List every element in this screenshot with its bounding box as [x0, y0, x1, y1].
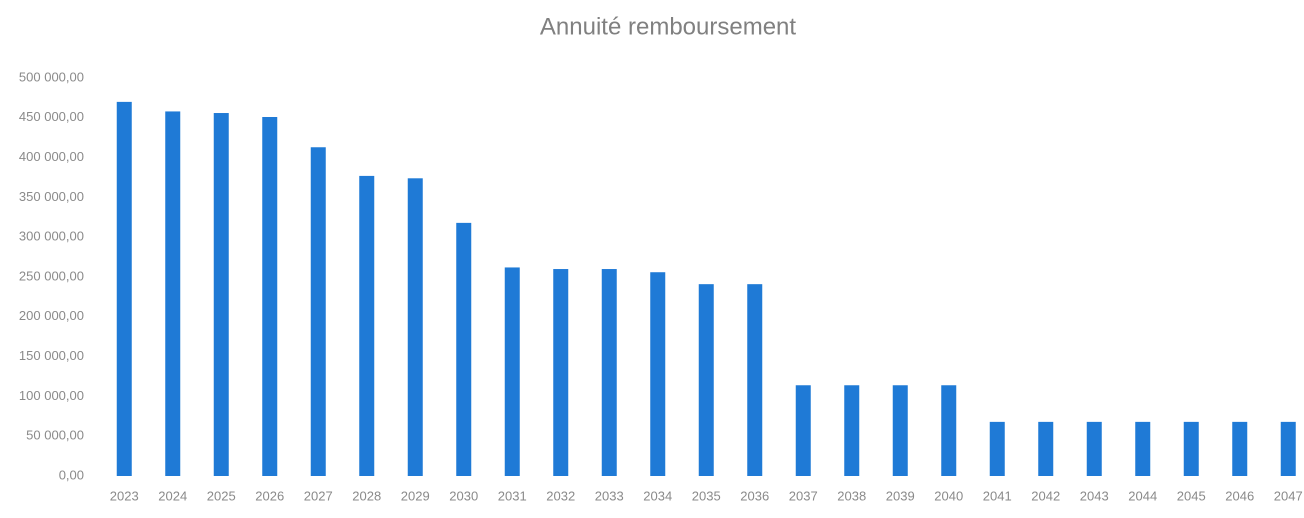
bar	[941, 385, 957, 476]
x-tick-label: 2044	[1128, 488, 1157, 503]
x-tick-label: 2043	[1080, 488, 1109, 503]
x-tick-label: 2034	[643, 488, 672, 503]
x-tick-label: 2042	[1031, 488, 1060, 503]
x-tick-label: 2033	[595, 488, 624, 503]
bar	[1232, 421, 1248, 476]
bar	[698, 284, 714, 476]
x-tick-label: 2029	[401, 488, 430, 503]
bar	[1135, 421, 1151, 476]
y-tick-label: 300 000,00	[19, 229, 84, 244]
x-tick-label: 2026	[255, 488, 284, 503]
x-tick-label: 2031	[498, 488, 527, 503]
bar	[1086, 421, 1102, 476]
bar	[553, 269, 569, 476]
y-tick-label: 500 000,00	[19, 69, 84, 84]
x-tick-label: 2025	[207, 488, 236, 503]
bar	[456, 222, 472, 476]
x-tick-label: 2040	[934, 488, 963, 503]
bar	[989, 421, 1005, 476]
bar	[892, 385, 908, 476]
bar	[116, 101, 132, 476]
x-tick-label: 2039	[886, 488, 915, 503]
y-tick-label: 100 000,00	[19, 388, 84, 403]
bar	[747, 284, 763, 476]
x-tick-label: 2041	[983, 488, 1012, 503]
bar	[844, 385, 860, 476]
bar	[310, 147, 326, 476]
x-tick-label: 2030	[449, 488, 478, 503]
x-tick-label: 2038	[837, 488, 866, 503]
x-tick-label: 2047	[1274, 488, 1303, 503]
y-tick-label: 150 000,00	[19, 348, 84, 363]
bar	[213, 113, 229, 477]
bar	[407, 178, 423, 476]
y-tick-label: 50 000,00	[26, 428, 84, 443]
y-tick-label: 250 000,00	[19, 268, 84, 283]
x-tick-label: 2037	[789, 488, 818, 503]
y-tick-label: 200 000,00	[19, 308, 84, 323]
x-tick-label: 2046	[1225, 488, 1254, 503]
bar	[262, 117, 278, 476]
x-tick-label: 2036	[740, 488, 769, 503]
bar	[601, 269, 617, 476]
bar	[1183, 421, 1199, 476]
y-tick-label: 450 000,00	[19, 109, 84, 124]
bar	[359, 175, 375, 476]
y-tick-label: 350 000,00	[19, 189, 84, 204]
x-tick-label: 2023	[110, 488, 139, 503]
x-tick-label: 2045	[1177, 488, 1206, 503]
bar	[795, 385, 811, 476]
x-tick-label: 2035	[692, 488, 721, 503]
bar	[165, 111, 181, 476]
bar	[1038, 421, 1054, 476]
bar	[504, 267, 520, 476]
x-tick-label: 2027	[304, 488, 333, 503]
x-tick-label: 2032	[546, 488, 575, 503]
bar	[650, 272, 666, 476]
bar	[1280, 421, 1296, 476]
x-tick-label: 2028	[352, 488, 381, 503]
y-tick-label: 400 000,00	[19, 149, 84, 164]
chart-title: Annuité remboursement	[540, 13, 796, 40]
y-tick-label: 0,00	[59, 467, 84, 482]
x-tick-label: 2024	[158, 488, 187, 503]
